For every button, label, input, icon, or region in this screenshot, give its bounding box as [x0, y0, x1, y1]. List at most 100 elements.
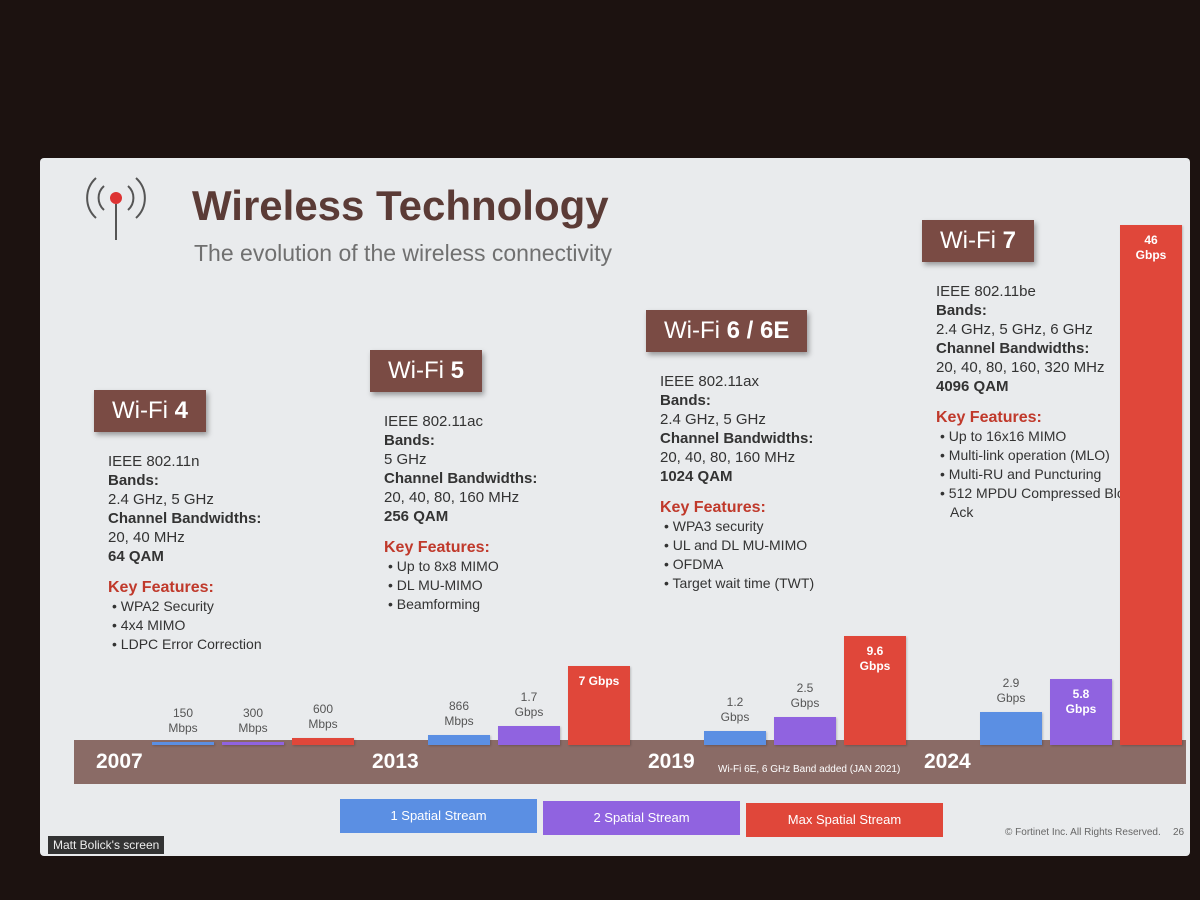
legend-item: 2 Spatial Stream	[543, 801, 740, 835]
standard: IEEE 802.11be	[936, 283, 1036, 300]
standard: IEEE 802.11n	[108, 453, 200, 470]
year: 2024	[924, 750, 971, 773]
generation-tab: Wi-Fi 6 / 6E	[646, 310, 808, 352]
features-label: Key Features:	[660, 499, 766, 516]
speed-bar	[568, 665, 630, 745]
feature-list: Up to 8x8 MIMODL MU-MIMOBeamforming	[384, 557, 599, 614]
feature: Up to 16x16 MIMO	[949, 427, 1151, 446]
presenter-label: Matt Bolick's screen	[48, 836, 165, 854]
bandwidths: 20, 40, 80, 160 MHz	[660, 449, 796, 466]
qam: 256 QAM	[384, 508, 449, 525]
generation-info: IEEE 802.11n Bands: 2.4 GHz, 5 GHz Channel …	[108, 452, 323, 654]
feature-list: WPA2 Security4x4 MIMOLDPC Error Correcti…	[108, 597, 323, 654]
generation-prefix: Wi-Fi	[940, 227, 996, 254]
features-label: Key Features:	[936, 409, 1042, 426]
features-label: Key Features:	[384, 539, 490, 556]
speed-label: 1.2 Gbps	[720, 695, 750, 725]
bands-label: Bands:	[108, 472, 159, 489]
bandwidth-label: Channel Bandwidths:	[108, 510, 262, 527]
qam: 4096 QAM	[936, 378, 1009, 395]
timeline	[74, 740, 1186, 784]
features-label: Key Features:	[108, 579, 214, 596]
slide-subtitle: The evolution of the wireless connectivi…	[194, 240, 613, 266]
bands-label: Bands:	[660, 392, 711, 409]
bandwidths: 20, 40, 80, 160 MHz	[384, 489, 520, 506]
bands-label: Bands:	[384, 432, 435, 449]
speed-bar	[1050, 679, 1112, 745]
bandwidths: 20, 40 MHz	[108, 529, 185, 546]
speed-label: 300 Mbps	[238, 705, 268, 735]
speed-label: 7 Gbps	[578, 673, 620, 688]
speed-label: 5.8 Gbps	[1065, 687, 1097, 717]
generation-info: IEEE 802.11be Bands: 2.4 GHz, 5 GHz, 6 GHz…	[936, 282, 1151, 522]
year: 2007	[96, 750, 143, 773]
speed-label: 150 Mbps	[168, 706, 198, 735]
generation-info: IEEE 802.11ac Bands: 5 GHz Channel Bandwidt…	[384, 412, 599, 614]
bands-label: Bands:	[936, 302, 987, 319]
generation-tab: Wi-Fi 7	[922, 220, 1034, 262]
feature: 4x4 MIMO	[121, 616, 323, 635]
feature: WPA3 security	[673, 517, 875, 536]
speed-bar	[428, 735, 490, 745]
bandwidth-label: Channel Bandwidths:	[936, 340, 1090, 357]
standard: IEEE 802.11ax	[660, 373, 759, 390]
generation-tab: Wi-Fi 4	[94, 390, 206, 432]
copyright: © Fortinet Inc. All Rights Reserved.	[1005, 827, 1161, 838]
year: 2019	[648, 750, 695, 773]
generation-prefix: Wi-Fi	[388, 357, 444, 384]
feature: DL MU-MIMO	[397, 576, 599, 595]
bandwidths: 20, 40, 80, 160, 320 MHz	[936, 359, 1105, 376]
generation-number: 7	[1002, 227, 1016, 254]
legend-item: 1 Spatial Stream	[340, 799, 537, 833]
feature: OFDMA	[673, 555, 875, 574]
speed-label: 1.7 Gbps	[514, 689, 544, 719]
speed-bar	[704, 731, 766, 745]
speed-bar	[980, 712, 1042, 745]
year: 2013	[372, 750, 419, 773]
qam: 1024 QAM	[660, 468, 733, 485]
speed-label: 866 Mbps	[444, 699, 474, 729]
qam: 64 QAM	[108, 548, 164, 565]
feature: Target wait time (TWT)	[673, 574, 875, 593]
bandwidth-label: Channel Bandwidths:	[384, 470, 538, 487]
generation-info: IEEE 802.11ax Bands: 2.4 GHz, 5 GHz Channel…	[660, 372, 875, 593]
slide-title: Wireless Technology	[192, 182, 609, 229]
generation-prefix: Wi-Fi	[664, 317, 720, 344]
bands: 2.4 GHz, 5 GHz, 6 GHz	[936, 321, 1093, 338]
antenna-icon	[86, 177, 146, 240]
page-number: 26	[1173, 827, 1185, 838]
bands: 2.4 GHz, 5 GHz	[108, 491, 214, 508]
speed-bar	[774, 716, 836, 745]
speed-label: 46 Gbps	[1135, 233, 1167, 262]
bandwidth-label: Channel Bandwidths:	[660, 430, 814, 447]
legend-item: Max Spatial Stream	[746, 803, 943, 837]
generation-prefix: Wi-Fi	[112, 397, 168, 424]
timeline-note: Wi-Fi 6E, 6 GHz Band added (JAN 2021)	[718, 764, 901, 775]
generation-tab: Wi-Fi 5	[370, 350, 482, 392]
speed-bar	[1120, 225, 1182, 745]
feature: UL and DL MU-MIMO	[673, 536, 875, 555]
feature: LDPC Error Correction	[121, 635, 323, 654]
generation-number: 4	[174, 397, 188, 424]
feature-list: WPA3 securityUL and DL MU-MIMOOFDMATarge…	[660, 517, 875, 593]
speed-bar	[152, 742, 214, 745]
speed-bar	[498, 725, 560, 745]
feature: Multi-RU and Puncturing	[949, 465, 1151, 484]
speed-label: 9.6 Gbps	[859, 644, 891, 674]
feature: 512 MPDU Compressed Block Ack	[949, 484, 1151, 522]
speed-label: 2.5 Gbps	[790, 680, 820, 710]
feature-list: Up to 16x16 MIMOMulti-link operation (ML…	[936, 427, 1151, 522]
standard: IEEE 802.11ac	[384, 413, 483, 430]
feature: Up to 8x8 MIMO	[397, 557, 599, 576]
feature: WPA2 Security	[121, 597, 323, 616]
feature: Multi-link operation (MLO)	[949, 446, 1151, 465]
speed-bar	[844, 636, 906, 745]
speed-label: 2.9 Gbps	[996, 676, 1026, 706]
speed-label: 600 Mbps	[308, 702, 338, 732]
speed-bar	[222, 741, 284, 745]
bands: 2.4 GHz, 5 GHz	[660, 411, 766, 428]
bands: 5 GHz	[384, 451, 427, 468]
generation-number: 5	[450, 357, 464, 384]
feature: Beamforming	[397, 595, 599, 614]
